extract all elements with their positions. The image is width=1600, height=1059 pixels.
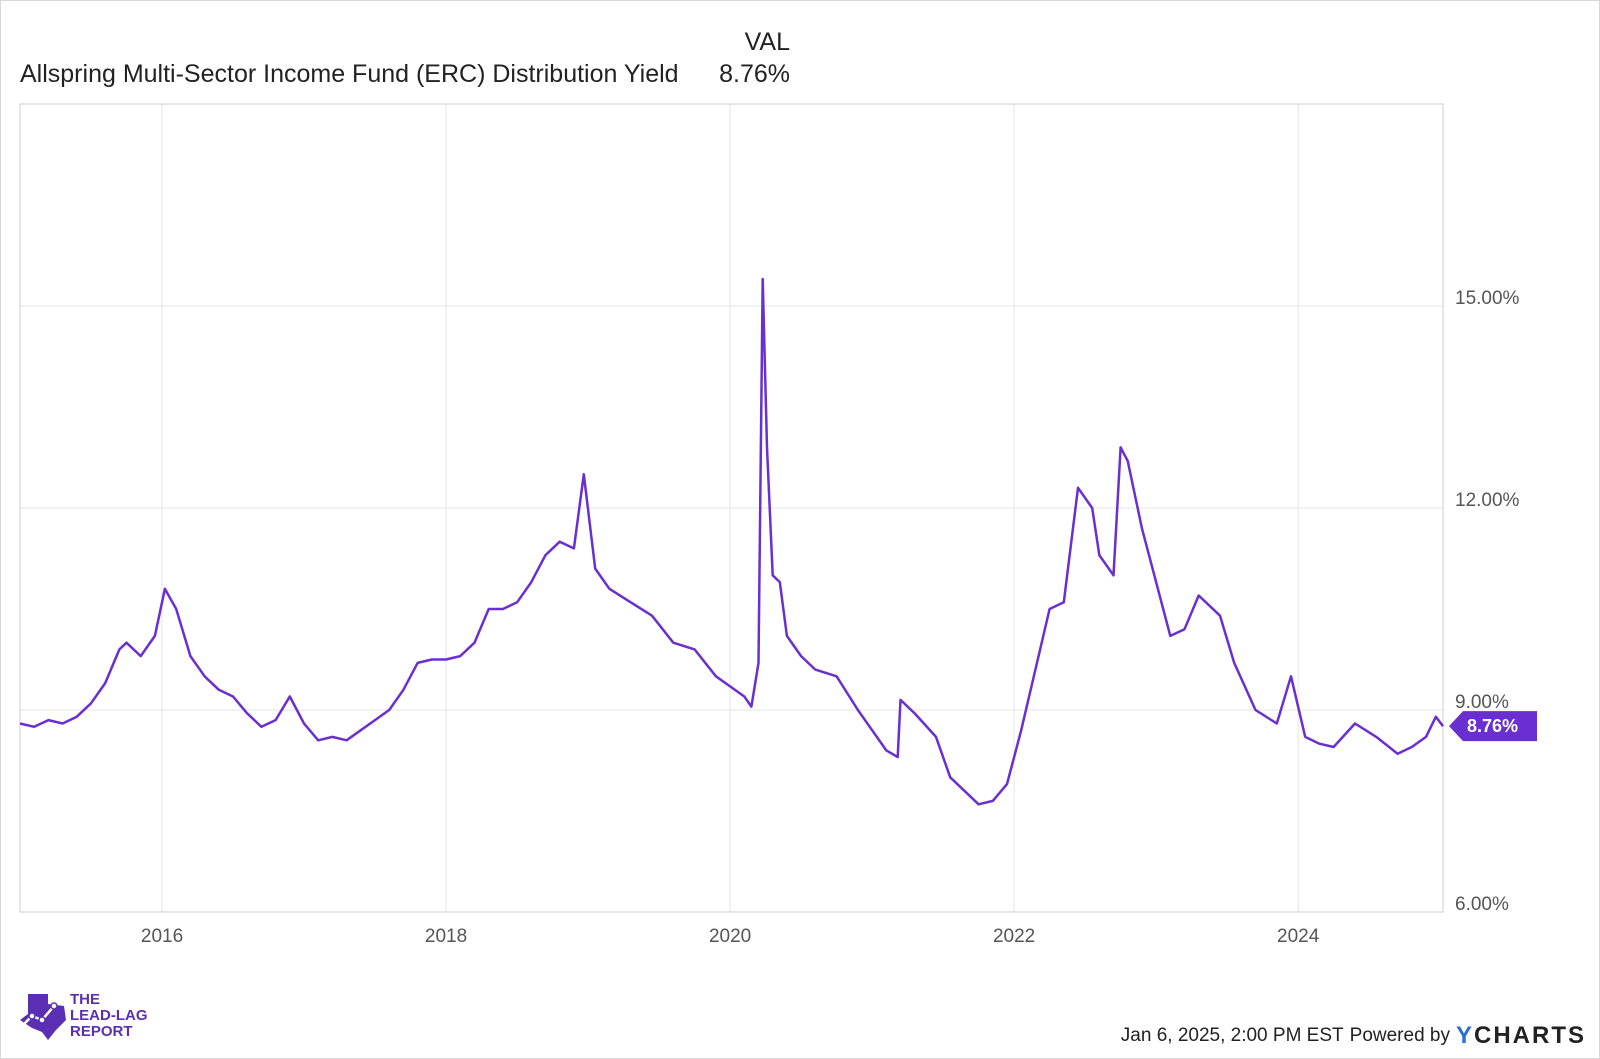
x-tick-label: 2020 <box>709 926 751 947</box>
legend-series-name: Allspring Multi-Sector Income Fund (ERC)… <box>20 60 679 88</box>
axes: 2016 2018 2020 2022 2024 6.00% 9.00% 12.00% 15.0… <box>19 103 1520 947</box>
footer-timestamp: Jan 6, 2025, 2:00 PM EST <box>1120 1025 1344 1046</box>
footer-powered-by: Powered by <box>1349 1025 1450 1046</box>
plot-border <box>19 103 1444 913</box>
last-value-flag <box>1449 711 1537 742</box>
x-tick-label: 2016 <box>141 926 183 947</box>
y-tick-label: 15.00% <box>1455 288 1520 309</box>
x-tick-label: 2024 <box>1277 926 1320 947</box>
logo-line-3: REPORT <box>70 1023 133 1040</box>
logo-text: THE LEAD-LAG REPORT <box>70 992 148 1040</box>
logo-line-2: LEAD-LAG <box>70 1007 148 1024</box>
series-layer <box>19 277 1445 806</box>
footer: Jan 6, 2025, 2:00 PM EST Powered by YCHA… <box>1121 1022 1586 1050</box>
ycharts-logo[interactable]: YCHARTS <box>1456 1022 1586 1050</box>
x-tick-label: 2022 <box>993 926 1035 947</box>
ycharts-logo-y: Y <box>1455 1022 1474 1049</box>
y-tick-label: 9.00% <box>1455 692 1509 713</box>
lead-lag-logo <box>20 994 67 1040</box>
last-value-marker: 8.76% <box>1449 711 1537 742</box>
series-line <box>19 277 1445 806</box>
last-value-label: 8.76% <box>1467 716 1518 736</box>
y-tick-label: 12.00% <box>1455 490 1520 511</box>
legend-column-header: VAL <box>744 28 790 56</box>
logo-line-1: THE <box>70 991 100 1008</box>
x-tick-label: 2018 <box>425 926 467 947</box>
legend-series-value: 8.76% <box>719 60 790 88</box>
grid-lines <box>20 104 1443 913</box>
y-tick-label: 6.00% <box>1455 894 1509 915</box>
ycharts-logo-rest: CHARTS <box>1474 1022 1586 1049</box>
